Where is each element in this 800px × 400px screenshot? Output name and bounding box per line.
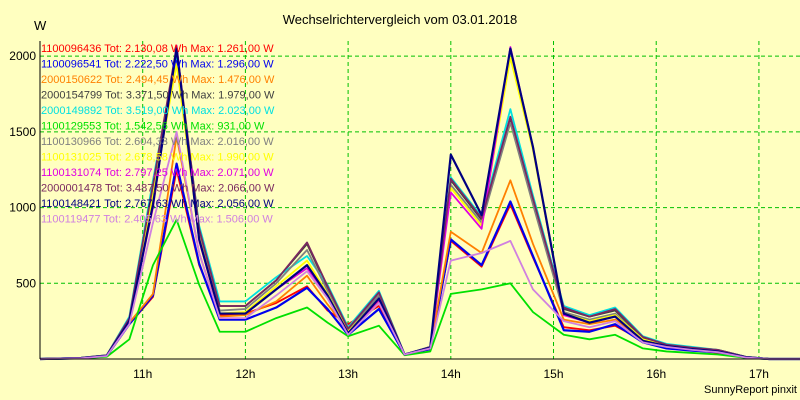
y-tick-label: 1000 <box>9 201 36 215</box>
legend-entry-10: 2000001478 Tot: 3.487,50 Wh Max: 2.066,0… <box>41 183 275 195</box>
x-tick-label: 15h <box>543 367 563 381</box>
legend-entry-8: 1100131025 Tot: 2.678,58 Wh Max: 1.990,0… <box>41 152 274 164</box>
x-tick-label: 13h <box>338 367 358 381</box>
legend-entry-12: 1100119477 Tot: 2.405,63 Wh Max: 1.506,0… <box>41 214 273 226</box>
y-axis-unit: W <box>34 18 47 33</box>
legend-entry-1: 1100096436 Tot: 2.130,08 Wh Max: 1.261,0… <box>41 43 274 55</box>
x-tick-label: 16h <box>646 367 666 381</box>
x-tick-label: 11h <box>133 367 152 381</box>
chart-title: Wechselrichtervergleich vom 03.01.2018 <box>283 12 518 27</box>
footer-text: SunnyReport pinxit <box>704 384 797 396</box>
series-group <box>39 44 800 361</box>
x-tick-label: 14h <box>441 367 461 381</box>
legend-entry-2: 1100096541 Tot: 2.222,50 Wh Max: 1.296,0… <box>41 59 274 71</box>
legend-entry-4: 2000154799 Tot: 3.371,50 Wh Max: 1.979,0… <box>41 90 275 102</box>
legend-entry-9: 1100131074 Tot: 2.797,25 Wh Max: 2.071,0… <box>41 167 274 179</box>
y-tick-label: 2000 <box>9 49 36 63</box>
legend-entry-11: 1100148421 Tot: 2.767,63 Wh Max: 2.056,0… <box>41 198 274 210</box>
legend-entry-6: 1100129553 Tot: 1.542,56 Wh Max: 931,00 … <box>41 121 265 133</box>
legend-entry-5: 2000149892 Tot: 3.519,00 Wh Max: 2.023,0… <box>41 105 275 117</box>
axes: 500 1000 1500 2000 11h 12h 13h 14h 15h 16h 17h <box>9 41 800 381</box>
series-line-12 <box>39 130 800 360</box>
y-tick-label: 500 <box>16 276 36 290</box>
legend-entry-7: 1100130966 Tot: 2.604,33 Wh Max: 2.016,0… <box>41 136 274 148</box>
x-tick-label: 17h <box>749 367 769 381</box>
legend: 1100096436 Tot: 2.130,08 Wh Max: 1.261,0… <box>41 43 275 226</box>
y-tick-label: 1500 <box>9 125 36 139</box>
series-line-6 <box>39 218 800 360</box>
legend-entry-3: 2000150622 Tot: 2.494,45 Wh Max: 1.476,0… <box>41 74 275 86</box>
x-tick-label: 12h <box>235 367 255 381</box>
